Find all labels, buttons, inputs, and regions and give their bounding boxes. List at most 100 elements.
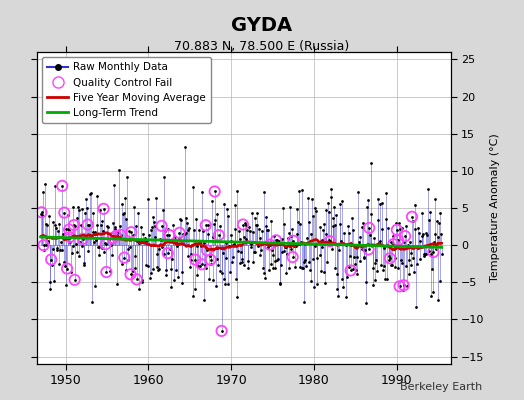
Point bbox=[378, 226, 387, 232]
Point bbox=[102, 241, 110, 247]
Point bbox=[398, 260, 407, 266]
Point bbox=[65, 226, 73, 233]
Point bbox=[126, 271, 135, 278]
Point bbox=[394, 237, 402, 244]
Point bbox=[54, 228, 62, 234]
Point bbox=[148, 224, 156, 230]
Point bbox=[57, 246, 66, 253]
Point bbox=[360, 255, 368, 261]
Point bbox=[111, 226, 119, 233]
Point bbox=[240, 262, 248, 268]
Point bbox=[226, 232, 235, 238]
Point bbox=[49, 246, 58, 252]
Point bbox=[100, 206, 108, 212]
Point bbox=[260, 270, 269, 276]
Point bbox=[259, 189, 268, 196]
Point bbox=[280, 248, 289, 254]
Point bbox=[104, 224, 112, 230]
Point bbox=[429, 249, 438, 255]
Point bbox=[117, 261, 126, 268]
Point bbox=[135, 286, 143, 292]
Point bbox=[108, 235, 117, 241]
Point bbox=[272, 237, 281, 244]
Point bbox=[376, 238, 385, 244]
Point bbox=[332, 212, 340, 218]
Point bbox=[215, 223, 224, 230]
Point bbox=[165, 232, 173, 238]
Point bbox=[392, 220, 400, 226]
Point bbox=[309, 256, 318, 262]
Point bbox=[190, 226, 198, 233]
Point bbox=[291, 264, 300, 270]
Point bbox=[427, 293, 435, 299]
Point bbox=[206, 256, 215, 263]
Point bbox=[352, 267, 361, 273]
Point bbox=[228, 259, 236, 266]
Point bbox=[358, 224, 366, 230]
Point bbox=[373, 196, 381, 202]
Point bbox=[386, 262, 395, 268]
Point bbox=[157, 223, 166, 229]
Point bbox=[433, 218, 441, 224]
Point bbox=[66, 234, 74, 240]
Point bbox=[39, 188, 47, 195]
Point bbox=[348, 215, 356, 221]
Point bbox=[77, 222, 85, 228]
Point bbox=[140, 238, 148, 244]
Point bbox=[205, 275, 213, 282]
Point bbox=[375, 240, 383, 246]
Point bbox=[85, 191, 94, 197]
Point bbox=[394, 237, 402, 244]
Point bbox=[233, 294, 242, 300]
Point bbox=[267, 218, 276, 224]
Point bbox=[269, 252, 278, 258]
Point bbox=[274, 256, 282, 262]
Point bbox=[307, 231, 315, 237]
Point bbox=[183, 227, 192, 234]
Point bbox=[152, 195, 160, 201]
Point bbox=[138, 278, 146, 285]
Point bbox=[411, 226, 419, 232]
Point bbox=[226, 269, 234, 275]
Point bbox=[96, 207, 104, 213]
Point bbox=[416, 256, 424, 262]
Point bbox=[366, 232, 374, 238]
Point bbox=[224, 281, 232, 287]
Point bbox=[216, 268, 224, 274]
Point bbox=[246, 244, 255, 250]
Point bbox=[63, 226, 72, 232]
Point bbox=[349, 227, 357, 233]
Point bbox=[109, 220, 117, 227]
Point bbox=[161, 266, 170, 273]
Point bbox=[126, 244, 134, 250]
Point bbox=[259, 265, 267, 271]
Point bbox=[95, 252, 103, 258]
Point bbox=[78, 243, 86, 250]
Point bbox=[368, 264, 377, 271]
Point bbox=[372, 256, 380, 263]
Point bbox=[326, 186, 335, 192]
Point bbox=[255, 226, 263, 232]
Point bbox=[248, 259, 257, 265]
Point bbox=[181, 144, 189, 150]
Point bbox=[212, 283, 220, 289]
Point bbox=[224, 213, 233, 220]
Point bbox=[217, 245, 225, 251]
Point bbox=[322, 231, 331, 238]
Point bbox=[323, 259, 331, 266]
Point bbox=[192, 216, 200, 222]
Point bbox=[37, 209, 46, 216]
Point bbox=[432, 246, 440, 252]
Point bbox=[407, 250, 416, 256]
Point bbox=[191, 286, 199, 292]
Point bbox=[266, 242, 274, 248]
Point bbox=[356, 234, 365, 240]
Point bbox=[329, 223, 337, 229]
Point bbox=[377, 200, 386, 206]
Point bbox=[419, 231, 427, 237]
Point bbox=[72, 248, 81, 255]
Point bbox=[344, 230, 353, 236]
Point bbox=[235, 236, 244, 242]
Point bbox=[243, 227, 252, 234]
Point bbox=[371, 277, 379, 283]
